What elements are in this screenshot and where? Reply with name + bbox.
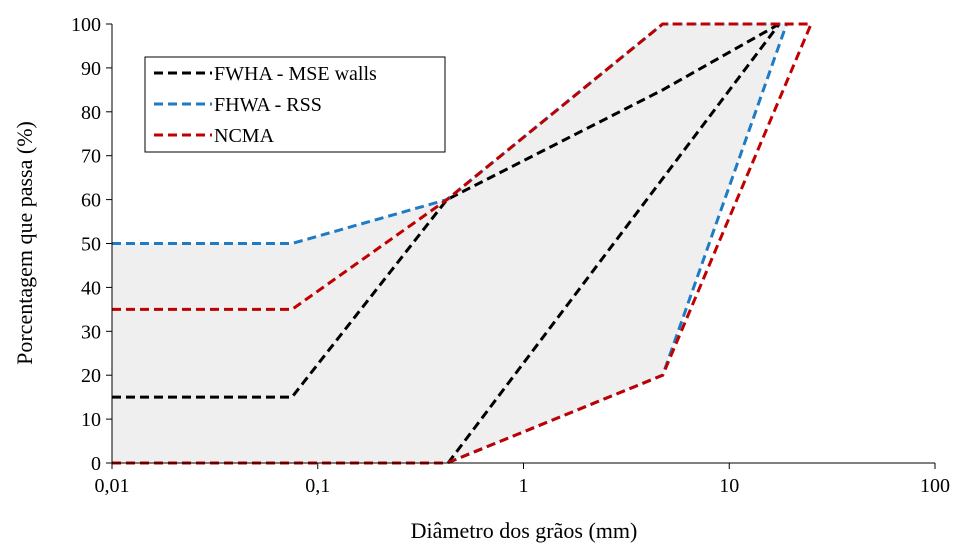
- series-layer: [112, 22, 813, 465]
- legend: FWHA - MSE walls FHWA - RSS NCMA: [144, 56, 446, 153]
- y-tick-label: 0: [91, 453, 101, 475]
- series-0-line-1: [446, 23, 781, 464]
- legend-label-2: NCMA: [214, 125, 275, 147]
- series-2-line-1: [112, 23, 813, 465]
- y-tick-label: 30: [81, 321, 101, 343]
- y-tick-label: 40: [81, 277, 101, 299]
- x-tick-label: 1: [519, 475, 529, 497]
- series-0-line-0: [112, 22, 781, 399]
- gradation-envelope-area: [112, 24, 812, 463]
- legend-items: FWHA - MSE walls FHWA - RSS NCMA: [154, 63, 377, 147]
- y-tick-label: 20: [81, 365, 101, 387]
- y-tick-label: 10: [81, 409, 101, 431]
- y-tick-label: 100: [71, 14, 101, 36]
- x-tick-label: 0,1: [305, 475, 330, 497]
- y-tick-label: 70: [81, 146, 101, 168]
- series-2-line-0: [112, 22, 812, 311]
- y-axis-title: Porcentagem que passa (%): [12, 121, 37, 365]
- x-tick-label: 0,01: [95, 475, 130, 497]
- x-tick-label: 10: [719, 475, 739, 497]
- ticks-layer: 0 10 20 30 40 50 60 70 80 90 100 0,01 0,1 1 10 100: [71, 14, 950, 497]
- y-tick-label: 60: [81, 190, 101, 212]
- legend-label-0: FWHA - MSE walls: [214, 63, 377, 85]
- envelope-layer: [112, 24, 812, 463]
- y-tick-label: 90: [81, 58, 101, 80]
- legend-box: [144, 56, 446, 153]
- x-axis-title: Diâmetro dos grãos (mm): [411, 518, 638, 543]
- y-tick-label: 80: [81, 102, 101, 124]
- legend-label-1: FHWA - RSS: [214, 94, 322, 116]
- y-tick-label: 50: [81, 234, 101, 256]
- x-tick-label: 100: [920, 475, 950, 497]
